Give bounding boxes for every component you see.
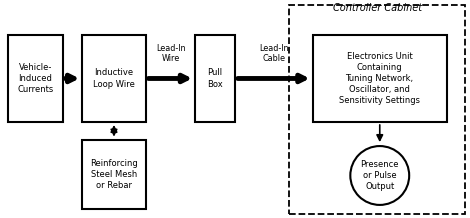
Ellipse shape: [350, 146, 409, 205]
Bar: [82, 140, 146, 209]
Text: Presence
or Pulse
Output: Presence or Pulse Output: [360, 160, 399, 191]
Bar: [82, 35, 146, 122]
Text: Controller Cabinet: Controller Cabinet: [333, 3, 422, 13]
Text: Electronics Unit
Containing
Tuning Network,
Oscillator, and
Sensitivity Settings: Electronics Unit Containing Tuning Netwo…: [339, 52, 420, 105]
Bar: [289, 5, 465, 214]
Bar: [195, 35, 235, 122]
Text: Lead-In
Wire: Lead-In Wire: [156, 44, 185, 63]
Text: Reinforcing
Steel Mesh
or Rebar: Reinforcing Steel Mesh or Rebar: [90, 159, 138, 190]
Bar: [313, 35, 446, 122]
Bar: [8, 35, 63, 122]
Text: Lead-In
Cable: Lead-In Cable: [259, 44, 289, 63]
Text: Inductive
Loop Wire: Inductive Loop Wire: [93, 68, 135, 89]
Text: Pull
Box: Pull Box: [207, 68, 223, 89]
Text: Vehicle-
Induced
Currents: Vehicle- Induced Currents: [17, 63, 54, 94]
